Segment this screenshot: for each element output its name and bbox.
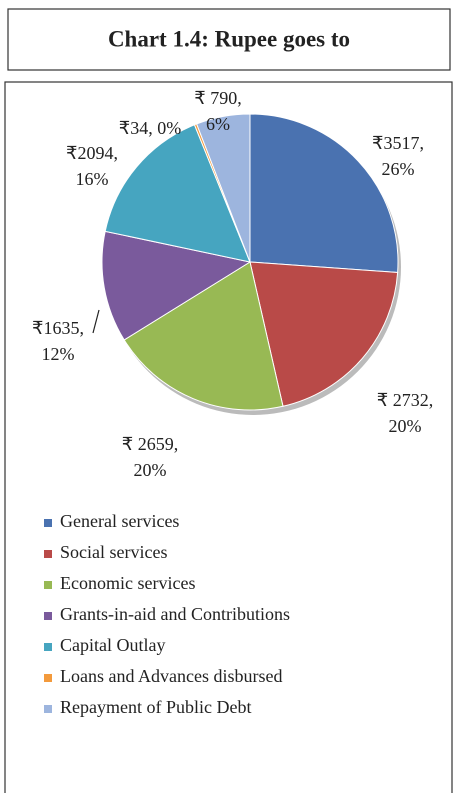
chart-title: Chart 1.4: Rupee goes to xyxy=(108,26,350,51)
legend-label: Grants-in-aid and Contributions xyxy=(60,604,290,624)
data-label: 20% xyxy=(389,416,422,436)
data-label: ₹ 790, xyxy=(194,88,241,108)
pie-slice xyxy=(196,113,251,263)
legend-swatch xyxy=(44,674,52,682)
legend-label: General services xyxy=(60,511,179,531)
pie-slice xyxy=(101,230,252,341)
legend-label: Social services xyxy=(60,542,167,562)
legend-label: Loans and Advances disbursed xyxy=(60,666,282,686)
pie-slice xyxy=(249,261,399,407)
legend-label: Economic services xyxy=(60,573,195,593)
chart-box xyxy=(4,81,453,793)
leader-line xyxy=(92,309,100,334)
data-label: 20% xyxy=(134,460,167,480)
pie-slice xyxy=(249,113,399,274)
pie-slice xyxy=(123,261,284,411)
legend-swatch xyxy=(44,550,52,558)
data-label: ₹34, 0% xyxy=(119,118,181,138)
pie-slice xyxy=(104,124,251,263)
data-label: ₹1635, xyxy=(32,318,84,338)
data-label: 6% xyxy=(206,114,230,134)
data-label: ₹3517, xyxy=(372,133,424,153)
legend-swatch xyxy=(44,643,52,651)
legend-swatch xyxy=(44,581,52,589)
data-label: ₹ 2659, xyxy=(122,434,178,454)
legend-label: Capital Outlay xyxy=(60,635,165,655)
data-label: 12% xyxy=(42,344,75,364)
data-label: ₹ 2732, xyxy=(377,390,433,410)
title-box xyxy=(7,8,451,71)
data-label: 16% xyxy=(76,169,109,189)
data-label: ₹2094, xyxy=(66,143,118,163)
legend-swatch xyxy=(44,705,52,713)
legend-swatch xyxy=(44,519,52,527)
legend-swatch xyxy=(44,612,52,620)
legend-label: Repayment of Public Debt xyxy=(60,697,251,717)
data-label: 26% xyxy=(382,159,415,179)
